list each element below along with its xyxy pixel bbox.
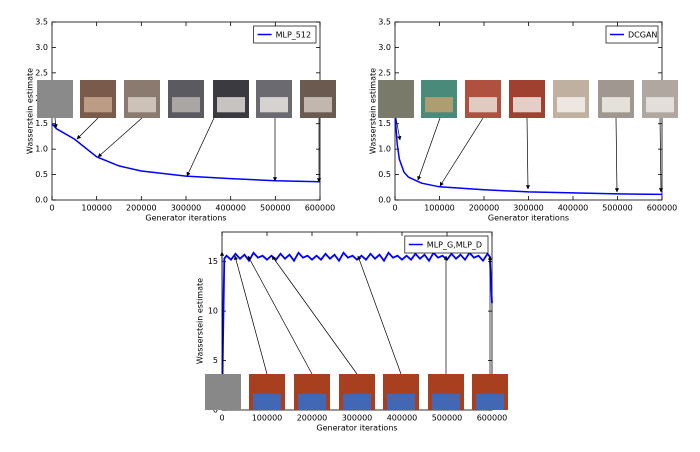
sample-image (37, 80, 73, 118)
x-tick-label: 0 (392, 204, 397, 213)
x-tick-label: 500000 (432, 414, 463, 423)
x-tick-label: 200000 (469, 204, 500, 213)
sample-image-detail (513, 97, 541, 113)
chart-panel: 0.00.51.01.52.02.53.03.50100000200000300… (369, 18, 678, 223)
y-tick-label: 0.0 (35, 196, 48, 205)
sample-image (205, 374, 241, 410)
y-tick-label: 0.5 (378, 170, 391, 179)
y-tick-label: 1.5 (35, 119, 48, 128)
x-tick-label: 500000 (602, 204, 633, 213)
y-tick-label: 3.0 (35, 43, 48, 52)
sample-image-detail (387, 393, 415, 410)
sample-image-detail (260, 97, 288, 113)
arrow (76, 117, 99, 140)
y-axis-label: Wasserstein estimate (369, 68, 378, 154)
chart-panel: 0510150100000200000300000400000500000600… (196, 231, 508, 433)
arrow (395, 117, 402, 141)
sample-image-detail (84, 97, 112, 113)
x-tick-label: 200000 (297, 414, 328, 423)
x-tick-label: 500000 (260, 204, 291, 213)
x-tick-label: 300000 (171, 204, 202, 213)
sample-image-detail (432, 393, 460, 410)
sample-image-detail (646, 97, 674, 113)
x-tick-label: 600000 (305, 204, 336, 213)
sample-image-detail (172, 97, 200, 113)
arrow (357, 255, 402, 375)
legend-label: MLP_512 (276, 31, 311, 40)
sample-image-detail (217, 97, 245, 113)
x-tick-label: 600000 (647, 204, 678, 213)
y-tick-label: 5 (213, 356, 218, 365)
sample-image-detail (425, 97, 453, 113)
y-tick-label: 1.0 (35, 145, 48, 154)
y-tick-label: 2.5 (378, 68, 391, 77)
arrow (525, 117, 531, 190)
arrow (658, 117, 664, 193)
x-axis-label: Generator iterations (316, 424, 397, 433)
legend-box (253, 25, 317, 44)
sample-image-detail (304, 97, 332, 113)
arrow (233, 255, 268, 375)
x-tick-label: 100000 (252, 414, 283, 423)
y-tick-label: 0.0 (378, 196, 391, 205)
arrow (614, 117, 620, 193)
legend-box (605, 25, 659, 44)
sample-image-detail (557, 97, 585, 113)
sample-image-detail (476, 393, 504, 410)
y-tick-label: 3.5 (378, 18, 391, 27)
y-tick-label: 15 (208, 257, 218, 266)
x-axis-label: Generator iterations (145, 214, 226, 223)
arrow (439, 117, 484, 187)
y-tick-label: 3.0 (378, 43, 391, 52)
legend-label: DCGAN (628, 31, 657, 40)
sample-image-detail (253, 393, 281, 410)
y-tick-label: 1.0 (378, 145, 391, 154)
x-tick-label: 400000 (558, 204, 589, 213)
y-tick-label: 2.5 (35, 68, 48, 77)
y-tick-label: 1.5 (378, 119, 391, 128)
legend-label: MLP_G,MLP_D (427, 241, 482, 250)
series-line (221, 251, 493, 406)
x-tick-label: 400000 (387, 414, 418, 423)
chart-panel: 0.00.51.01.52.02.53.03.50100000200000300… (26, 18, 336, 223)
x-tick-label: 200000 (126, 204, 157, 213)
x-tick-label: 300000 (342, 414, 373, 423)
y-tick-label: 10 (208, 307, 218, 316)
series-line (51, 123, 321, 183)
x-axis-label: Generator iterations (488, 214, 569, 223)
sample-image-detail (602, 97, 630, 113)
y-axis-label: Wasserstein estimate (196, 278, 205, 364)
x-tick-label: 0 (49, 204, 54, 213)
x-tick-label: 600000 (477, 414, 508, 423)
series-line (394, 113, 663, 196)
arrow (247, 255, 313, 375)
x-tick-label: 100000 (81, 204, 112, 213)
sample-image-detail (469, 97, 497, 113)
arrow (97, 117, 143, 158)
arrow (219, 251, 225, 375)
y-axis-label: Wasserstein estimate (26, 68, 35, 154)
x-tick-label: 400000 (215, 204, 246, 213)
y-tick-label: 0.5 (35, 170, 48, 179)
sample-image-detail (298, 393, 326, 410)
sample-image-detail (128, 97, 156, 113)
arrow (53, 117, 58, 129)
y-tick-label: 3.5 (35, 18, 48, 27)
x-tick-label: 300000 (513, 204, 544, 213)
sample-image (378, 80, 414, 118)
sample-image-detail (343, 393, 371, 410)
arrow (186, 117, 215, 177)
arrow (271, 255, 358, 375)
legend-box (404, 235, 489, 254)
arrow (417, 117, 441, 181)
x-tick-label: 0 (219, 414, 224, 423)
x-tick-label: 100000 (424, 204, 455, 213)
